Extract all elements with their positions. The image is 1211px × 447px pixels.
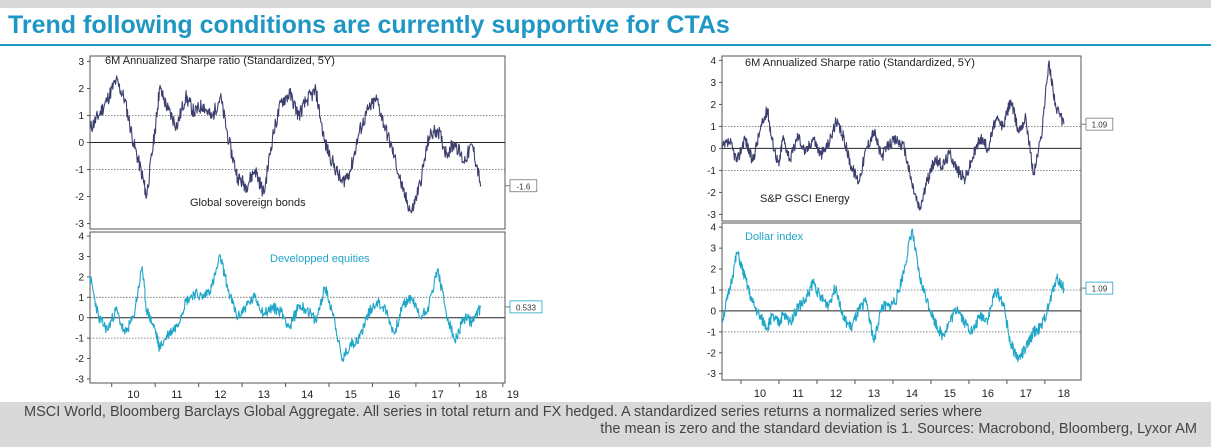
left-bottom-ytick-label: 4 — [78, 232, 84, 243]
left-top-ytick-label: 2 — [78, 84, 84, 95]
left-top-callout-box — [509, 179, 538, 193]
left-bottom-xtick-label: 17 — [432, 389, 444, 401]
right-top-callout-box — [1085, 117, 1114, 131]
left-bottom-title: Developped equities — [270, 253, 370, 265]
left-bottom-ytick-label: -3 — [75, 374, 84, 385]
left-top-ytick-label: -2 — [75, 192, 84, 203]
left-bottom-xtick-label: 14 — [301, 389, 313, 401]
right-bottom-ytick-label: 4 — [710, 223, 716, 234]
right-bottom-xtick-label: 17 — [1020, 388, 1032, 400]
left-top-ytick-label: 3 — [78, 57, 84, 68]
right-top-ytick-label: 4 — [710, 56, 716, 67]
right-top-series-line — [721, 60, 1065, 211]
left-top-title: 6M Annualized Sharpe ratio (Standardized… — [105, 55, 335, 67]
left-bottom-ytick-label: -2 — [75, 354, 84, 365]
right-bottom-xtick-label: 14 — [906, 388, 918, 400]
charts-area: 3 2 1 0 -1 -2 -3 6M Annualized Sharpe ratio (St… — [0, 46, 1211, 402]
left-top-series-line — [89, 75, 482, 214]
right-top-callout-label: 1.09 — [1092, 121, 1108, 130]
right-bottom-frame — [721, 222, 1082, 381]
left-bottom-callout-label: 0.533 — [516, 303, 537, 312]
footnote-line-2: the mean is zero and the standard deviat… — [600, 421, 1197, 437]
right-top-ytick-label: -2 — [707, 188, 716, 199]
left-bottom-xtick-label: 10 — [127, 389, 139, 401]
right-top-ytick-label: 3 — [710, 78, 716, 89]
footnote-line-1: MSCI World, Bloomberg Barclays Global Ag… — [24, 404, 983, 420]
right-bottom-ytick-label: 2 — [710, 265, 716, 276]
left-bottom-xtick-label: 16 — [388, 389, 400, 401]
left-bottom-callout-box — [509, 300, 543, 314]
right-bottom-ytick-label: 1 — [710, 285, 716, 296]
right-top-title: 6M Annualized Sharpe ratio (Standardized… — [745, 57, 975, 69]
right-top-ytick-label: 2 — [710, 100, 716, 111]
page-title: Trend following conditions are currently… — [8, 11, 730, 39]
left-bottom-xtick-label: 18 — [475, 389, 487, 401]
left-bottom-ytick-label: 1 — [78, 293, 84, 304]
left-bottom-ytick-label: 3 — [78, 252, 84, 263]
right-bottom-xtick-label: 12 — [830, 388, 842, 400]
right-bottom-title: Dollar index — [745, 231, 804, 243]
left-top-callout-label: -1.6 — [517, 182, 531, 191]
left-bottom-ytick-label: 0 — [78, 313, 84, 324]
right-bottom-xtick-label: 16 — [982, 388, 994, 400]
left-bottom-xtick-label: 13 — [258, 389, 270, 401]
right-top-ytick-label: 1 — [710, 122, 716, 133]
left-top-ytick-label: -1 — [75, 165, 84, 176]
left-bottom-xtick-label: 15 — [345, 389, 357, 401]
right-bottom-xtick-label: 10 — [754, 388, 766, 400]
right-top-ytick-label: 0 — [710, 144, 716, 155]
right-bottom-xtick-label: 15 — [944, 388, 956, 400]
right-bottom-ytick-label: -2 — [707, 348, 716, 359]
right-bottom-xtick-label: 18 — [1058, 388, 1070, 400]
right-bottom-series-line — [721, 228, 1065, 363]
right-top-annotation: S&P GSCI Energy — [760, 193, 850, 205]
right-top-ytick-label: -3 — [707, 210, 716, 221]
right-top-ytick-label: -1 — [707, 166, 716, 177]
right-bottom-ytick-label: -1 — [707, 327, 716, 338]
right-bottom-xtick-label: 13 — [868, 388, 880, 400]
left-bottom-xtick-label: 19 — [507, 389, 519, 401]
left-bottom-xtick-label: 11 — [171, 389, 182, 401]
right-bottom-ytick-label: -3 — [707, 369, 716, 380]
left-top-ytick-label: 0 — [78, 138, 84, 149]
left-bottom-series-line — [89, 253, 482, 362]
right-bottom-ytick-label: 0 — [710, 306, 716, 317]
right-bottom-callout-label: 1.09 — [1092, 285, 1108, 294]
right-top-frame — [721, 55, 1082, 222]
right-bottom-xtick-label: 11 — [792, 388, 803, 400]
right-bottom-ytick-label: 3 — [710, 244, 716, 255]
left-top-ytick-label: 1 — [78, 111, 84, 122]
left-bottom-xtick-label: 12 — [214, 389, 226, 401]
left-top-annotation: Global sovereign bonds — [190, 197, 306, 209]
title-bar: Trend following conditions are currently… — [0, 8, 1211, 46]
left-bottom-frame — [89, 231, 506, 384]
left-bottom-ytick-label: 2 — [78, 272, 84, 283]
left-top-ytick-label: -3 — [75, 219, 84, 230]
right-bottom-callout-box — [1085, 281, 1114, 295]
left-bottom-ytick-label: -1 — [75, 334, 84, 345]
